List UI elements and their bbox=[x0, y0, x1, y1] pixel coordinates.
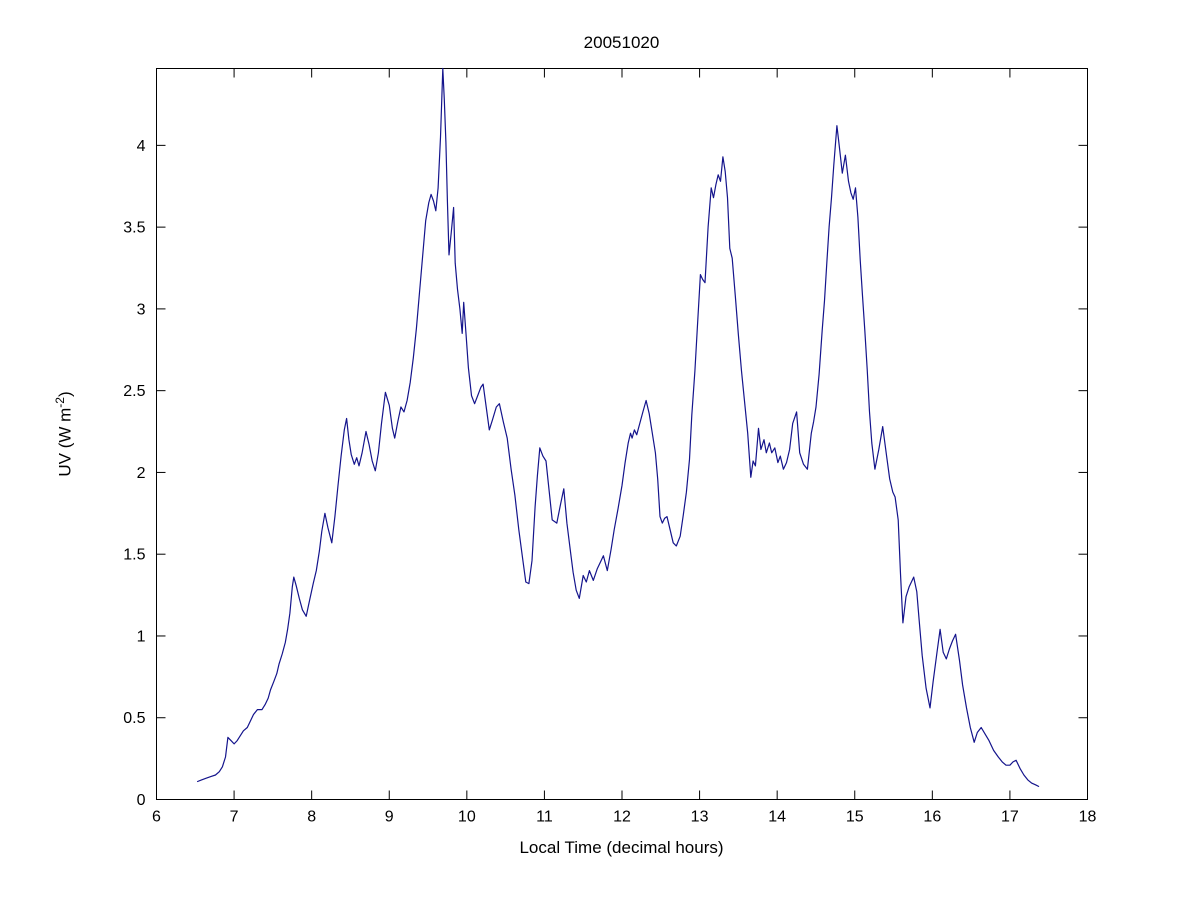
x-tick-label: 13 bbox=[691, 809, 709, 826]
x-tick-label: 7 bbox=[230, 809, 239, 826]
x-tick-label: 17 bbox=[1001, 809, 1019, 826]
x-tick-label: 15 bbox=[846, 809, 864, 826]
x-tick-label: 18 bbox=[1079, 809, 1097, 826]
y-tick-label: 1 bbox=[137, 628, 146, 645]
axes-box bbox=[156, 68, 1088, 800]
chart-title: 20051020 bbox=[583, 33, 660, 52]
y-tick-label: 0.5 bbox=[123, 710, 145, 727]
y-tick-label: 3 bbox=[137, 301, 146, 318]
x-axis-label: Local Time (decimal hours) bbox=[519, 838, 724, 857]
y-tick-label: 0 bbox=[137, 792, 146, 809]
y-tick-label: 3.5 bbox=[123, 220, 145, 237]
x-tick-label: 12 bbox=[613, 809, 631, 826]
x-tick-label: 9 bbox=[385, 809, 394, 826]
y-tick-label: 2 bbox=[137, 465, 146, 482]
y-tick-label: 1.5 bbox=[123, 547, 145, 564]
uv-line-series bbox=[197, 67, 1040, 788]
x-tick-label: 14 bbox=[768, 809, 786, 826]
y-tick-label: 2.5 bbox=[123, 383, 145, 400]
x-tick-label: 16 bbox=[923, 809, 941, 826]
x-tick-label: 11 bbox=[536, 809, 553, 826]
x-tick-label: 10 bbox=[458, 809, 476, 826]
x-tick-label: 6 bbox=[152, 809, 161, 826]
y-tick-label: 4 bbox=[137, 138, 146, 155]
x-tick-label: 8 bbox=[307, 809, 316, 826]
